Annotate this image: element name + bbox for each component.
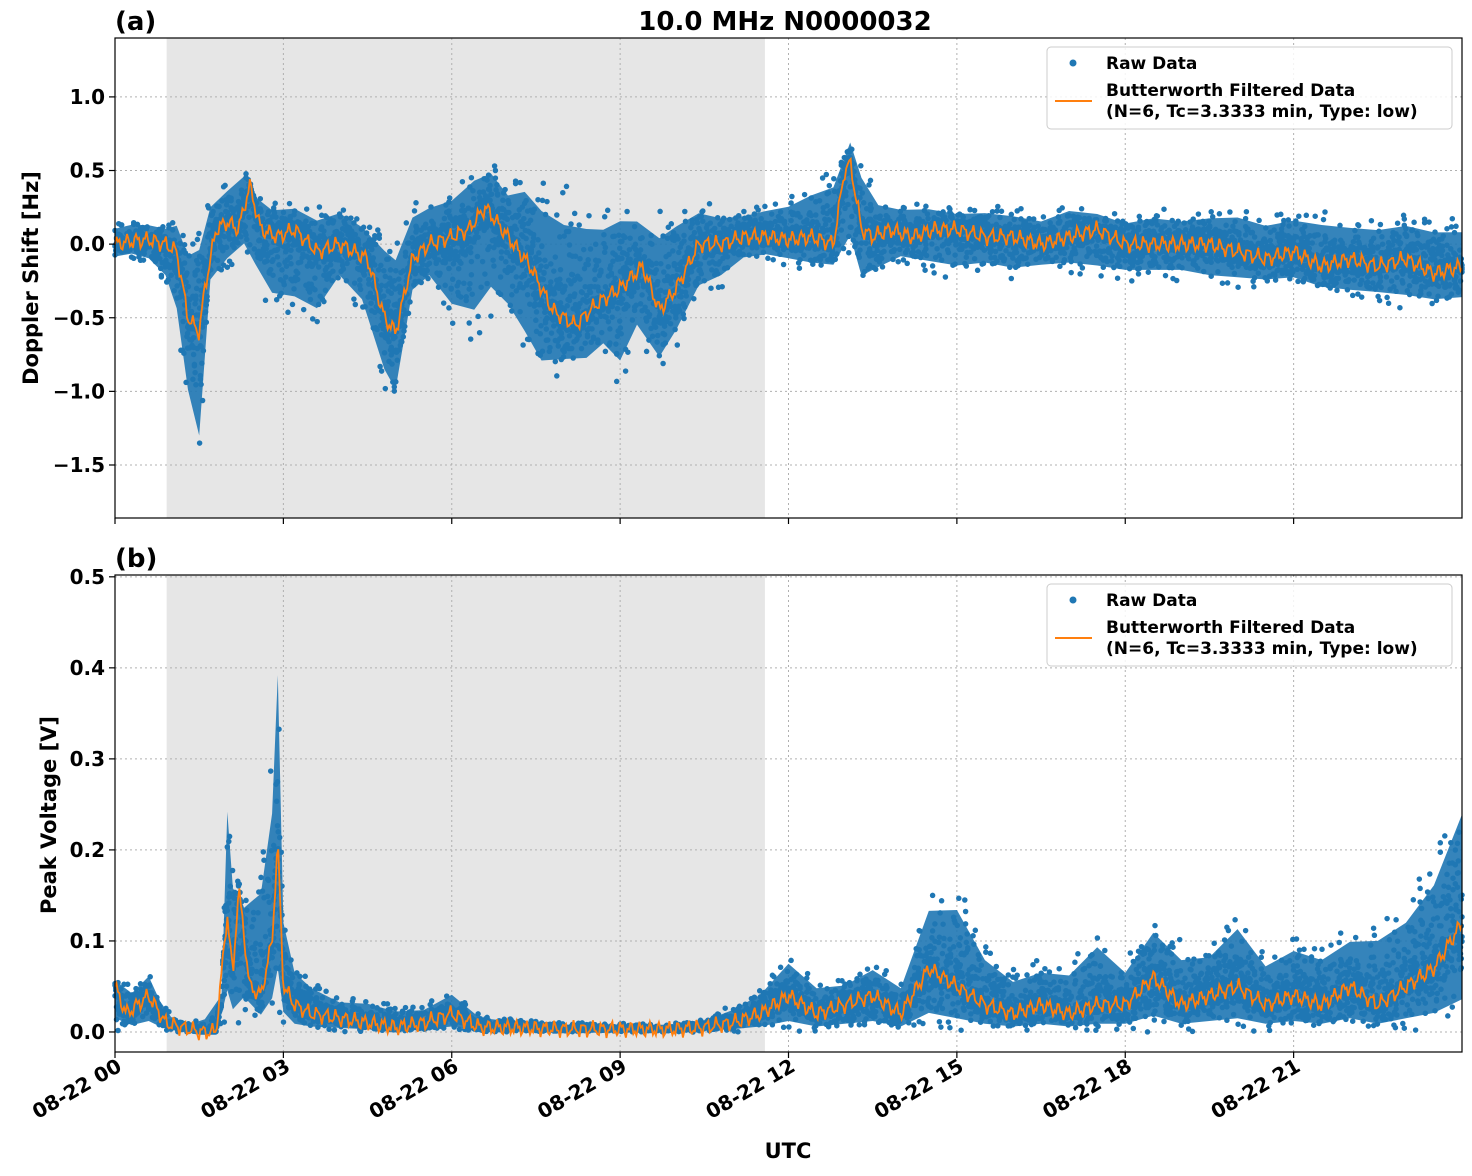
panel-a-label: (a) <box>115 7 156 37</box>
y-tick-label: 0.1 <box>70 929 105 953</box>
y-tick-label: −0.5 <box>53 306 105 330</box>
filtered-data-line <box>114 156 1463 341</box>
panel-a-legend-box <box>1046 46 1453 130</box>
panel-b-label: (b) <box>115 544 157 574</box>
x-tick-label: 08-22 09 <box>533 1054 631 1124</box>
panel-a-legend-filtered-label-1: Butterworth Filtered Data <box>1106 81 1355 101</box>
panel-b-x-ticks: 08-22 00 08-22 03 08-22 06 08-22 09 08-22 12… <box>28 1052 1304 1124</box>
x-tick-label: 08-22 18 <box>1038 1054 1136 1124</box>
y-tick-label: 0.0 <box>70 1020 105 1044</box>
x-tick-label: 08-22 15 <box>870 1054 968 1124</box>
panel-b-peak-voltage: (b) Peak Voltage [V] 0.50.40.30.20.10.0 … <box>28 544 1465 1124</box>
panel-a-legend-raw-marker <box>1069 59 1077 67</box>
panel-b-legend: Raw Data Butterworth Filtered Data (N=6,… <box>1046 583 1453 667</box>
panel-b-legend-box <box>1046 583 1453 667</box>
panel-b-legend-filtered-label-1: Butterworth Filtered Data <box>1106 618 1355 638</box>
panel-a-y-ticks: 1.0 0.5 0.0 −0.5 −1.0 −1.5 <box>53 85 115 477</box>
x-tick-label: 08-22 21 <box>1207 1054 1305 1124</box>
x-axis-label: UTC <box>765 1139 812 1163</box>
y-tick-label: −1.5 <box>53 453 105 477</box>
panel-a-ylabel: Doppler Shift [Hz] <box>19 171 43 385</box>
panel-b-legend-raw-label: Raw Data <box>1106 591 1197 611</box>
figure-title: 10.0 MHz N0000032 <box>638 7 931 37</box>
panel-a-doppler-shift: (a) Doppler Shift [Hz] 1.0 0.5 0.0 −0.5 −1.0… <box>19 7 1465 524</box>
panel-a-legend-raw-label: Raw Data <box>1106 54 1197 74</box>
x-tick-label: 08-22 06 <box>365 1054 463 1124</box>
y-tick-label: 0.3 <box>70 747 105 771</box>
panel-a-legend: Raw Data Butterworth Filtered Data (N=6,… <box>1046 46 1453 130</box>
y-tick-label: 0.5 <box>70 159 105 183</box>
filtered-data-line <box>114 849 1463 1041</box>
panel-a-legend-filtered-label-2: (N=6, Tc=3.3333 min, Type: low) <box>1106 102 1418 122</box>
panel-b-filtered-line <box>114 849 1463 1041</box>
y-tick-label: 0.5 <box>70 565 105 589</box>
panel-b-legend-raw-marker <box>1069 596 1077 604</box>
y-tick-label: −1.0 <box>53 379 105 403</box>
x-tick-label: 08-22 00 <box>28 1054 126 1124</box>
raw-data-core-band <box>115 142 1462 436</box>
y-tick-label: 0.4 <box>70 656 105 680</box>
y-tick-label: 0.0 <box>70 232 105 256</box>
x-tick-label: 08-22 03 <box>196 1054 294 1124</box>
panel-a-filtered-line <box>114 156 1463 341</box>
raw-data-core-band <box>115 675 1462 1032</box>
panel-b-y-ticks: 0.5 0.4 0.3 0.2 0.1 0.0 <box>70 565 115 1044</box>
x-tick-label: 08-22 12 <box>701 1054 799 1124</box>
y-tick-label: 0.2 <box>70 838 105 862</box>
panel-b-legend-filtered-label-2: (N=6, Tc=3.3333 min, Type: low) <box>1106 639 1418 659</box>
panel-b-ylabel: Peak Voltage [V] <box>37 716 61 914</box>
panel-a-x-ticks <box>114 518 1295 524</box>
y-tick-label: 1.0 <box>70 85 105 109</box>
